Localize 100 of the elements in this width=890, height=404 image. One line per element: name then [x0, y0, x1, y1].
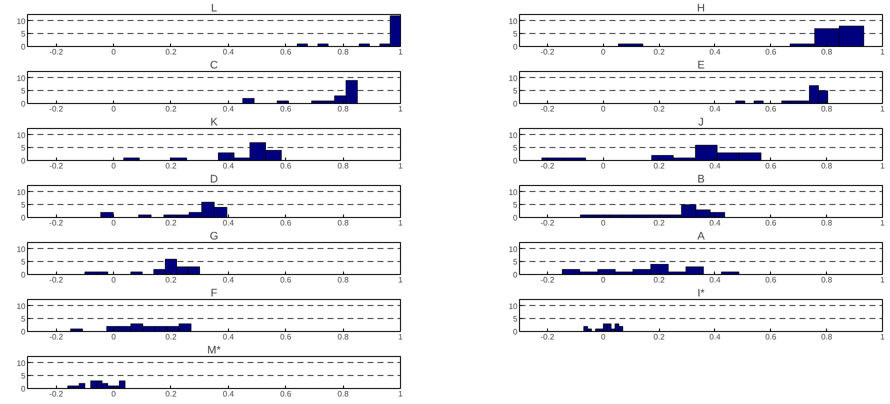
x-tick-label: 0.2: [165, 104, 178, 114]
x-tick-label: 0.4: [222, 48, 234, 56]
x-tick-label: 0: [111, 218, 116, 228]
y-tick-label: 5: [21, 30, 26, 39]
x-tick-label: 1: [398, 390, 404, 398]
x-tick-label: -0.2: [49, 162, 64, 170]
x-tick-label: 0.2: [165, 390, 178, 398]
y-tick-label: 10: [508, 188, 518, 197]
x-tick-label: 0.8: [338, 104, 350, 114]
x-tick-label: 0.2: [165, 332, 178, 342]
x-tick-label: 1: [880, 48, 886, 56]
chart-title: G: [210, 230, 218, 242]
y-tick-label: 10: [16, 130, 26, 140]
y-tick-label: 5: [513, 200, 518, 210]
x-tick-label: 0.4: [222, 332, 234, 342]
x-tick-label: 0.4: [222, 390, 234, 398]
y-tick-label: 5: [21, 314, 26, 324]
x-tick-label: 0: [601, 218, 606, 228]
x-tick-label: 0.2: [165, 276, 178, 284]
x-tick-label: -0.2: [49, 48, 64, 56]
x-tick-label: 0.4: [222, 218, 234, 228]
chart-title: J: [698, 116, 704, 128]
x-tick-label: 0: [111, 162, 116, 170]
y-tick-label: 10: [16, 188, 26, 197]
x-tick-label: 0.4: [709, 332, 722, 342]
x-tick-label: 0.2: [654, 332, 666, 342]
chart-title: L: [210, 2, 218, 14]
x-tick-label: 0.8: [338, 390, 350, 398]
x-tick-label: 0.6: [280, 332, 292, 342]
x-tick-label: 0.8: [338, 332, 350, 342]
y-tick-label: 5: [21, 86, 26, 96]
y-tick-label: 10: [16, 302, 26, 311]
x-tick-label: 0.6: [765, 48, 777, 56]
x-tick-label: 1: [880, 276, 886, 284]
y-tick-label: 5: [21, 144, 26, 153]
x-tick-label: 0.8: [338, 218, 350, 228]
x-tick-label: 0.2: [654, 218, 666, 228]
x-tick-label: 0.2: [654, 162, 666, 170]
x-tick-label: 0.8: [821, 104, 833, 114]
y-tick-label: 5: [21, 258, 26, 267]
x-tick-label: 0.8: [821, 218, 833, 228]
x-tick-label: 0: [601, 104, 606, 114]
chart-title: K: [210, 116, 218, 128]
x-tick-label: 0: [601, 276, 606, 284]
x-tick-label: -0.2: [49, 390, 64, 398]
x-tick-label: 0.6: [280, 276, 292, 284]
y-tick-label: 10: [16, 358, 26, 368]
x-tick-label: 0: [111, 104, 116, 114]
x-tick-label: 1: [880, 162, 886, 170]
y-tick-label: 10: [16, 244, 26, 254]
y-tick-label: 5: [513, 258, 518, 267]
x-tick-label: 1: [398, 104, 404, 114]
x-tick-label: 0.6: [765, 332, 777, 342]
x-tick-label: 0.4: [709, 48, 722, 56]
y-tick-label: 10: [508, 130, 518, 140]
x-tick-label: 0.6: [765, 276, 777, 284]
chart-title: I*: [697, 288, 706, 300]
x-tick-label: 0.2: [165, 218, 178, 228]
y-tick-label: 5: [21, 200, 26, 210]
chart-title: H: [697, 2, 706, 14]
x-tick-label: 0.4: [222, 276, 234, 284]
x-tick-label: 0: [111, 332, 116, 342]
x-tick-label: -0.2: [540, 48, 555, 56]
x-tick-label: 0.8: [821, 332, 833, 342]
x-tick-label: 1: [398, 48, 404, 56]
x-tick-label: -0.2: [49, 332, 64, 342]
x-tick-label: 0.6: [765, 162, 777, 170]
x-tick-label: 0.8: [821, 48, 833, 56]
y-tick-label: 5: [513, 86, 518, 96]
chart-title: D: [210, 174, 218, 186]
x-tick-label: 0.4: [222, 104, 234, 114]
x-tick-label: -0.2: [49, 104, 64, 114]
x-tick-label: 1: [880, 332, 886, 342]
chart-title: B: [697, 174, 705, 186]
y-tick-label: 5: [513, 144, 518, 153]
y-tick-label: 10: [508, 302, 518, 311]
x-tick-label: -0.2: [540, 218, 555, 228]
chart-title: M*: [207, 344, 222, 356]
y-tick-label: 10: [16, 74, 26, 83]
x-tick-label: 0.6: [280, 390, 292, 398]
x-tick-label: -0.2: [540, 276, 555, 284]
y-tick-label: 10: [508, 244, 518, 254]
x-tick-label: 0: [601, 162, 606, 170]
x-tick-label: 0.6: [765, 104, 777, 114]
y-tick-label: 10: [16, 16, 26, 26]
y-tick-label: 10: [508, 74, 518, 83]
x-tick-label: 0: [601, 332, 606, 342]
x-tick-label: 0.4: [222, 162, 234, 170]
x-tick-label: -0.2: [49, 218, 64, 228]
x-tick-label: 0: [111, 48, 116, 56]
x-tick-label: 0.6: [280, 218, 292, 228]
x-tick-label: 0.4: [709, 218, 722, 228]
x-tick-label: -0.2: [540, 104, 555, 114]
x-tick-label: 0.2: [654, 104, 666, 114]
x-tick-label: 0.6: [280, 48, 292, 56]
x-tick-label: 0.8: [338, 276, 350, 284]
x-tick-label: 0: [601, 48, 606, 56]
x-tick-label: 0: [111, 390, 116, 398]
chart-title: E: [697, 60, 705, 72]
chart-title: A: [697, 230, 706, 242]
